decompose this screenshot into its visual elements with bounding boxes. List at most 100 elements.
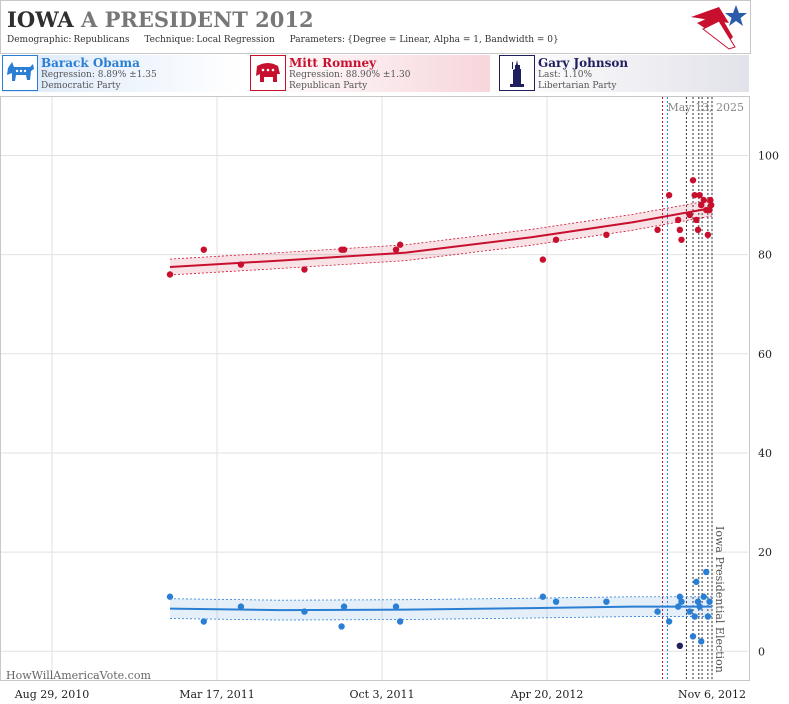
poll-point <box>665 191 673 199</box>
poll-point <box>700 593 707 600</box>
watermark: HowWillAmericaVote.com <box>6 669 151 682</box>
date-label: May 13, 2025 <box>667 101 744 114</box>
poll-point <box>603 598 610 605</box>
poll-point <box>696 603 703 610</box>
poll-point <box>704 231 712 239</box>
statue-of-liberty-icon <box>499 55 535 91</box>
poll-point <box>166 593 174 600</box>
state-name: IOWA <box>7 7 74 32</box>
poll-point <box>691 613 698 620</box>
poll-point <box>707 201 715 209</box>
plot-area <box>0 96 750 681</box>
candidate-obama: Barack Obama Regression: 8.89% ±1.35 Dem… <box>2 55 242 92</box>
poll-point <box>654 608 661 615</box>
poll-point <box>301 608 308 615</box>
poll-point <box>676 226 684 234</box>
y-tick-label: 40 <box>758 447 772 460</box>
poll-point <box>698 638 705 645</box>
poll-point <box>698 201 705 209</box>
trend-lines <box>169 207 713 612</box>
x-tick-label: Nov 6, 2012 <box>678 688 746 701</box>
donkey-icon <box>2 55 38 91</box>
technique-value: Local Regression <box>196 35 275 45</box>
x-axis: Aug 29, 2010 Mar 17, 2011 Oct 3, 2011 Apr 2… <box>14 688 746 701</box>
poll-point <box>704 613 712 620</box>
candidate-name: Barack Obama <box>41 56 140 70</box>
race-name: A PRESIDENT 2012 <box>80 7 314 32</box>
poll-point <box>200 246 207 253</box>
poll-point <box>678 598 685 605</box>
candidate-regression: Regression: 8.89% ±1.35 <box>41 70 157 80</box>
poll-point <box>674 216 682 224</box>
y-tick-label: 0 <box>758 645 765 658</box>
parameter-line: Demographic: Republicans Technique: Local … <box>7 35 571 45</box>
trend-line <box>169 207 713 269</box>
election-label: Iowa Presidential Election <box>713 526 726 673</box>
poll-point <box>166 271 174 278</box>
poll-point <box>686 211 693 219</box>
poll-point <box>700 196 707 204</box>
poll-point <box>689 177 697 184</box>
confidence-band <box>169 200 713 275</box>
poll-point <box>552 598 560 605</box>
poll-point <box>396 241 404 248</box>
poll-point <box>691 191 698 199</box>
poll-point <box>676 642 684 650</box>
candidate-party: Libertarian Party <box>538 81 617 91</box>
candidate-romney: Mitt Romney Regression: 88.90% ±1.30 Rep… <box>250 55 490 92</box>
poll-point <box>200 618 207 625</box>
y-axis: 0 20 40 60 80 100 <box>758 149 779 658</box>
poll-point <box>539 593 547 600</box>
poll-point <box>237 261 245 268</box>
poll-point <box>696 191 703 199</box>
poll-point <box>686 608 693 615</box>
x-tick-label: Apr 20, 2012 <box>510 688 584 701</box>
poll-point <box>706 598 713 605</box>
poll-point <box>674 603 682 610</box>
poll-point <box>694 598 702 605</box>
demographic-value: Republicans <box>73 35 130 45</box>
parameters-label: Parameters: <box>289 35 346 45</box>
candidate-last: Last: 1.10% <box>538 70 593 80</box>
y-tick-label: 80 <box>758 249 772 262</box>
demographic-label: Demographic: <box>7 35 72 45</box>
poll-point <box>654 226 661 234</box>
chart-header: IOWA A PRESIDENT 2012 Demographic: Republ… <box>0 0 751 54</box>
candidate-party: Republican Party <box>289 81 368 91</box>
poll-point <box>678 236 685 243</box>
poll-point <box>396 618 404 625</box>
poll-point <box>539 256 547 263</box>
poll-point <box>693 216 700 224</box>
poll-point <box>340 603 348 610</box>
candidate-name: Mitt Romney <box>289 56 377 70</box>
poll-point <box>552 236 560 243</box>
poll-points <box>166 177 715 650</box>
poll-point <box>392 246 400 253</box>
parameters-value: {Degree = Linear, Alpha = 1, Bandwidth =… <box>347 35 559 45</box>
poll-point <box>392 603 400 610</box>
poll-point <box>689 633 697 640</box>
poll-point <box>237 603 245 610</box>
poll-point <box>694 226 702 234</box>
candidate-party: Democratic Party <box>41 81 121 91</box>
chart-title: IOWA A PRESIDENT 2012 <box>7 7 314 32</box>
poll-chart: 0 20 40 60 80 100 Aug 29, 2010 Mar 17, 2011 Oct… <box>0 96 779 701</box>
x-tick-label: Mar 17, 2011 <box>179 688 255 701</box>
y-tick-label: 60 <box>758 348 772 361</box>
x-tick-label: Aug 29, 2010 <box>14 688 90 701</box>
y-tick-label: 100 <box>758 149 779 162</box>
poll-point <box>707 196 714 204</box>
poll-point <box>693 578 700 586</box>
poll-point <box>676 593 684 600</box>
star-flag-logo-icon <box>691 5 747 50</box>
trend-line <box>169 605 712 612</box>
poll-point <box>338 623 345 630</box>
candidate-regression: Regression: 88.90% ±1.30 <box>289 70 411 80</box>
technique-label: Technique: <box>144 35 195 45</box>
poll-point <box>703 568 710 576</box>
poll-point <box>706 206 713 214</box>
candidate-johnson: Gary Johnson Last: 1.10% Libertarian Par… <box>499 55 749 92</box>
elephant-icon <box>250 55 286 91</box>
poll-point <box>301 266 308 273</box>
x-tick-label: Oct 3, 2011 <box>349 688 414 701</box>
